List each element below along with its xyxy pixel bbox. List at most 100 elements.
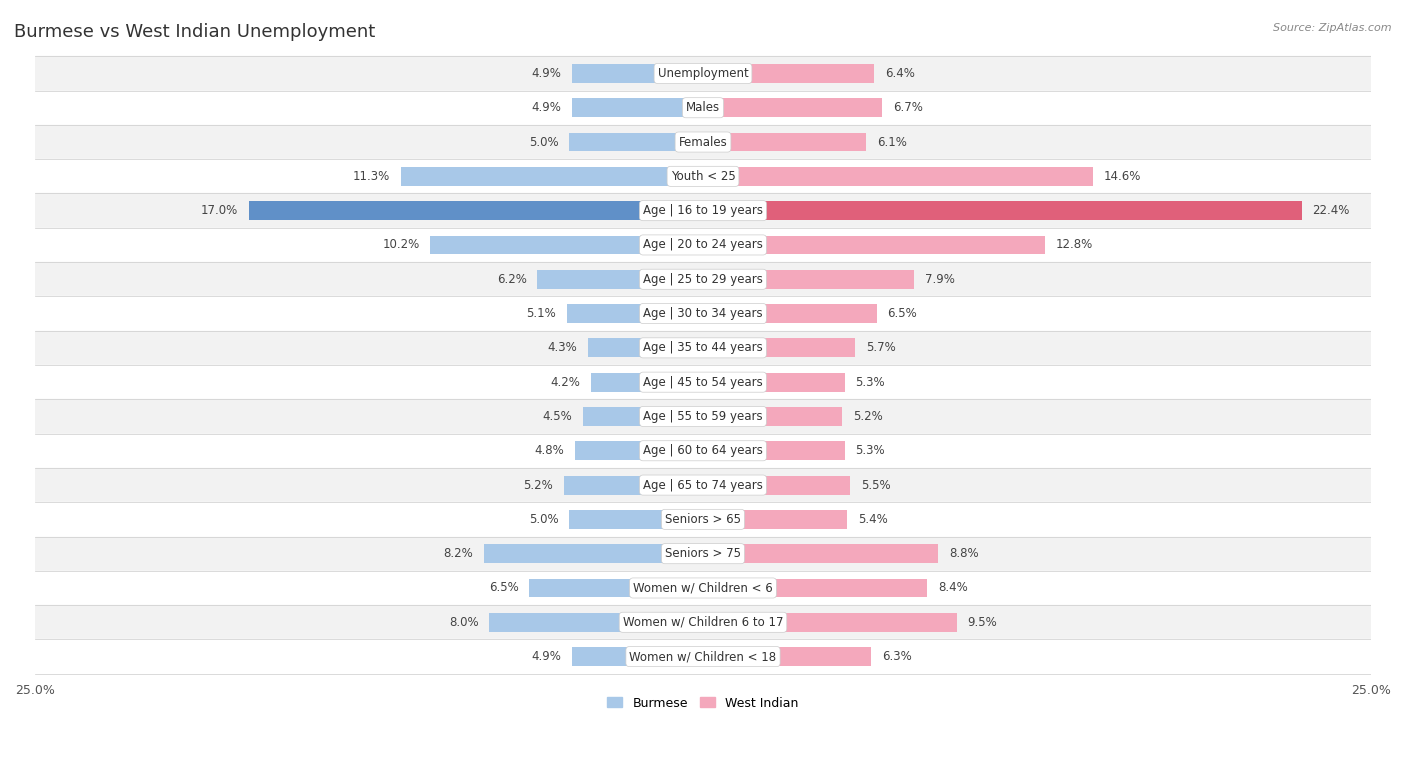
Text: Age | 55 to 59 years: Age | 55 to 59 years — [643, 410, 763, 423]
Text: Age | 45 to 54 years: Age | 45 to 54 years — [643, 375, 763, 388]
Bar — [35, 434, 1371, 468]
Text: Females: Females — [679, 136, 727, 148]
Text: Source: ZipAtlas.com: Source: ZipAtlas.com — [1274, 23, 1392, 33]
Text: Unemployment: Unemployment — [658, 67, 748, 80]
Text: 5.3%: 5.3% — [855, 444, 884, 457]
Bar — [35, 56, 1371, 91]
Bar — [35, 228, 1371, 262]
Text: 5.5%: 5.5% — [860, 478, 890, 491]
Text: 6.3%: 6.3% — [882, 650, 911, 663]
Text: 12.8%: 12.8% — [1056, 238, 1092, 251]
Bar — [35, 571, 1371, 605]
Bar — [430, 235, 703, 254]
Bar — [703, 510, 848, 529]
Text: 5.4%: 5.4% — [858, 513, 887, 526]
Bar — [582, 407, 703, 426]
Text: 8.0%: 8.0% — [449, 615, 478, 629]
Text: 5.0%: 5.0% — [529, 136, 558, 148]
Text: 5.3%: 5.3% — [855, 375, 884, 388]
Bar — [35, 159, 1371, 194]
Bar — [35, 640, 1371, 674]
Bar — [567, 304, 703, 323]
Text: 4.3%: 4.3% — [548, 341, 578, 354]
Text: 11.3%: 11.3% — [353, 170, 391, 183]
Text: 5.7%: 5.7% — [866, 341, 896, 354]
Text: Burmese vs West Indian Unemployment: Burmese vs West Indian Unemployment — [14, 23, 375, 41]
Text: Age | 35 to 44 years: Age | 35 to 44 years — [643, 341, 763, 354]
Text: 17.0%: 17.0% — [201, 204, 238, 217]
Text: 4.9%: 4.9% — [531, 101, 561, 114]
Text: Women w/ Children < 6: Women w/ Children < 6 — [633, 581, 773, 594]
Legend: Burmese, West Indian: Burmese, West Indian — [602, 692, 804, 715]
Bar — [35, 125, 1371, 159]
Text: 5.1%: 5.1% — [526, 307, 555, 320]
Bar — [489, 613, 703, 631]
Text: Women w/ Children 6 to 17: Women w/ Children 6 to 17 — [623, 615, 783, 629]
Bar — [569, 510, 703, 529]
Text: 7.9%: 7.9% — [925, 273, 955, 285]
Text: Seniors > 65: Seniors > 65 — [665, 513, 741, 526]
Text: 8.8%: 8.8% — [949, 547, 979, 560]
Bar — [35, 297, 1371, 331]
Text: Age | 20 to 24 years: Age | 20 to 24 years — [643, 238, 763, 251]
Bar — [703, 235, 1045, 254]
Bar — [703, 475, 851, 494]
Bar — [569, 132, 703, 151]
Bar — [591, 372, 703, 391]
Text: 5.2%: 5.2% — [523, 478, 554, 491]
Bar — [35, 365, 1371, 399]
Text: Age | 25 to 29 years: Age | 25 to 29 years — [643, 273, 763, 285]
Bar — [575, 441, 703, 460]
Text: 6.2%: 6.2% — [496, 273, 527, 285]
Bar — [703, 372, 845, 391]
Bar — [572, 647, 703, 666]
Bar — [537, 269, 703, 288]
Text: 14.6%: 14.6% — [1104, 170, 1142, 183]
Bar — [703, 407, 842, 426]
Text: 10.2%: 10.2% — [382, 238, 420, 251]
Text: 4.2%: 4.2% — [550, 375, 581, 388]
Text: 4.9%: 4.9% — [531, 650, 561, 663]
Bar — [703, 167, 1092, 185]
Text: Age | 65 to 74 years: Age | 65 to 74 years — [643, 478, 763, 491]
Text: 4.9%: 4.9% — [531, 67, 561, 80]
Bar — [703, 647, 872, 666]
Bar — [35, 194, 1371, 228]
Bar — [703, 201, 1302, 220]
Bar — [588, 338, 703, 357]
Text: Age | 16 to 19 years: Age | 16 to 19 years — [643, 204, 763, 217]
Bar — [703, 132, 866, 151]
Bar — [35, 537, 1371, 571]
Bar — [703, 269, 914, 288]
Text: Seniors > 75: Seniors > 75 — [665, 547, 741, 560]
Bar — [35, 331, 1371, 365]
Bar — [35, 502, 1371, 537]
Bar — [35, 605, 1371, 640]
Bar — [703, 544, 938, 563]
Text: 9.5%: 9.5% — [967, 615, 997, 629]
Text: Age | 60 to 64 years: Age | 60 to 64 years — [643, 444, 763, 457]
Text: 5.2%: 5.2% — [852, 410, 883, 423]
Text: 8.2%: 8.2% — [443, 547, 474, 560]
Text: 6.4%: 6.4% — [884, 67, 914, 80]
Bar — [703, 338, 855, 357]
Text: Age | 30 to 34 years: Age | 30 to 34 years — [643, 307, 763, 320]
Bar — [703, 98, 882, 117]
Bar — [35, 399, 1371, 434]
Text: Women w/ Children < 18: Women w/ Children < 18 — [630, 650, 776, 663]
Text: Youth < 25: Youth < 25 — [671, 170, 735, 183]
Bar — [703, 613, 957, 631]
Text: 6.1%: 6.1% — [877, 136, 907, 148]
Bar — [572, 98, 703, 117]
Bar — [35, 262, 1371, 297]
Bar — [35, 468, 1371, 502]
Text: 6.5%: 6.5% — [489, 581, 519, 594]
Text: 22.4%: 22.4% — [1312, 204, 1350, 217]
Bar — [703, 64, 875, 83]
Bar — [703, 304, 877, 323]
Text: 6.5%: 6.5% — [887, 307, 917, 320]
Bar — [564, 475, 703, 494]
Text: 5.0%: 5.0% — [529, 513, 558, 526]
Bar — [484, 544, 703, 563]
Text: 4.5%: 4.5% — [543, 410, 572, 423]
